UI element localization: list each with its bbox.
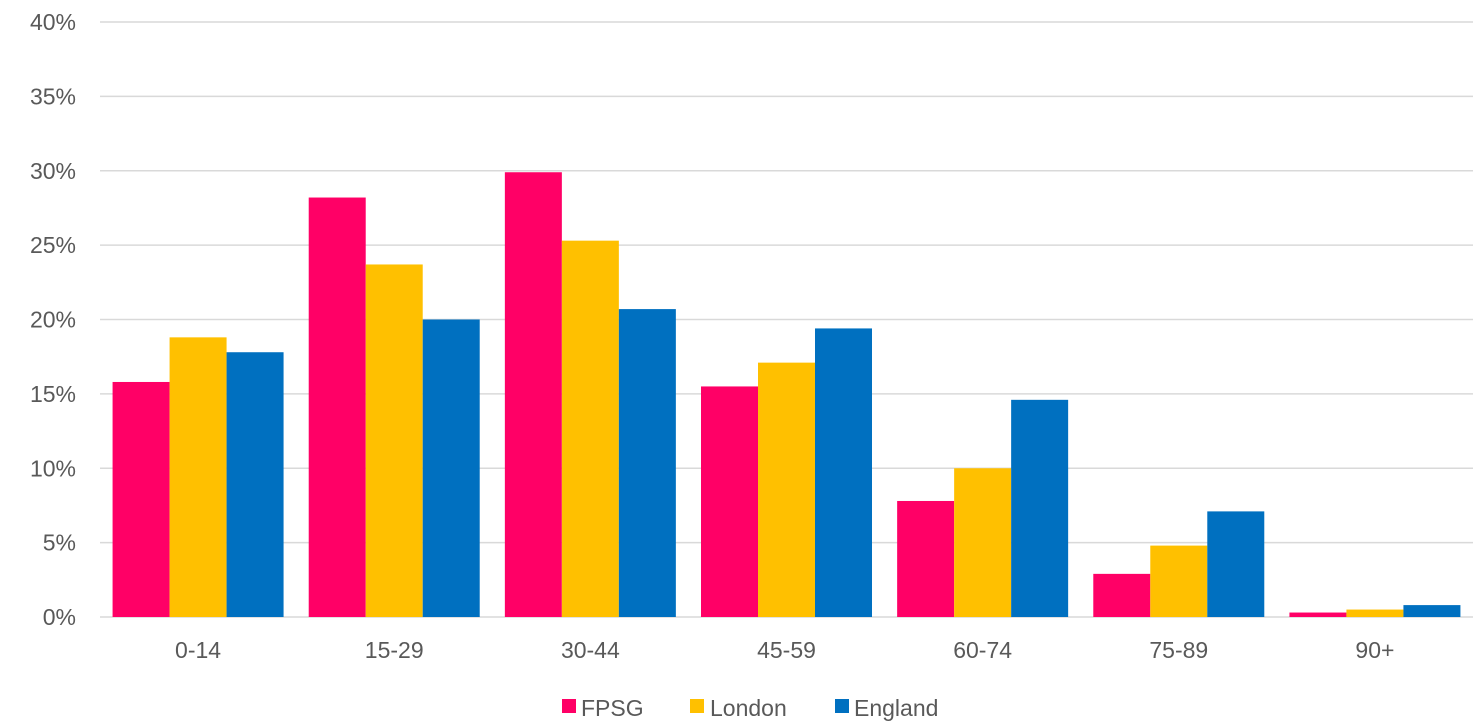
x-tick-label: 15-29 — [365, 637, 424, 663]
legend-label-london: London — [710, 695, 787, 721]
y-tick-label: 5% — [43, 530, 76, 556]
x-tick-label: 30-44 — [561, 637, 620, 663]
bar-fpsg-0-14 — [112, 381, 170, 617]
bar-london-45-59 — [758, 362, 815, 617]
bars — [112, 172, 1461, 618]
x-tick-label: 60-74 — [953, 637, 1012, 663]
bar-england-30-44 — [618, 309, 676, 617]
bar-england-60-74 — [1011, 399, 1069, 617]
bar-england-90+ — [1403, 605, 1461, 617]
x-tick-label: 0-14 — [175, 637, 221, 663]
bar-london-75-89 — [1150, 545, 1208, 617]
y-tick-label: 15% — [30, 381, 76, 407]
y-tick-label: 25% — [30, 232, 76, 258]
bar-fpsg-60-74 — [897, 500, 955, 617]
y-tick-label: 35% — [30, 83, 76, 109]
bar-fpsg-30-44 — [504, 172, 562, 618]
y-tick-label: 30% — [30, 158, 76, 184]
y-tick-label: 20% — [30, 307, 76, 333]
bar-fpsg-45-59 — [701, 386, 758, 617]
legend-swatch-london — [690, 699, 704, 713]
x-tick-label: 45-59 — [757, 637, 816, 663]
y-tick-label: 40% — [30, 9, 76, 35]
bar-london-15-29 — [365, 264, 423, 617]
x-axis-tick-labels: 0-14 15-29 30-44 45-59 60-74 75-89 90+ — [175, 637, 1394, 663]
legend: FPSG London England — [562, 695, 938, 721]
bar-london-60-74 — [954, 468, 1012, 617]
bar-fpsg-15-29 — [308, 197, 366, 617]
y-axis-tick-labels: 0% 5% 10% 15% 20% 25% 30% 35% 40% — [30, 9, 76, 630]
legend-swatch-england — [835, 699, 849, 713]
bar-london-0-14 — [169, 337, 227, 617]
bar-london-90+ — [1346, 609, 1404, 617]
bar-england-15-29 — [422, 319, 480, 617]
bar-fpsg-75-89 — [1093, 573, 1151, 617]
legend-label-fpsg: FPSG — [581, 695, 644, 721]
y-tick-label: 0% — [43, 604, 76, 630]
bar-england-75-89 — [1207, 511, 1265, 617]
legend-label-england: England — [854, 695, 938, 721]
bar-london-30-44 — [561, 240, 619, 617]
legend-swatch-fpsg — [562, 699, 576, 713]
y-tick-label: 10% — [30, 455, 76, 481]
bar-england-0-14 — [226, 352, 284, 617]
x-tick-label: 90+ — [1355, 637, 1394, 663]
bar-fpsg-90+ — [1289, 612, 1347, 617]
bar-england-45-59 — [815, 328, 872, 617]
x-tick-label: 75-89 — [1149, 637, 1208, 663]
